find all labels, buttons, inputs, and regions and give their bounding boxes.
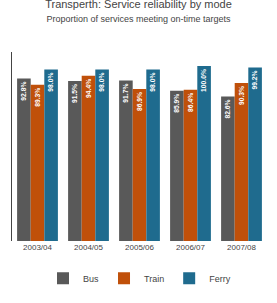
svg-text:Transperth: Service reliabilit: Transperth: Service reliability by modeP… xyxy=(45,0,232,24)
svg-text:Ferry: Ferry xyxy=(209,274,230,284)
svg-text:2007/08: 2007/08 xyxy=(227,243,256,252)
svg-text:Bus: Bus xyxy=(83,274,99,284)
svg-text:91.7%: 91.7% xyxy=(122,84,129,103)
svg-text:86.4%: 86.4% xyxy=(187,93,194,112)
svg-text:99.2%: 99.2% xyxy=(251,70,258,89)
svg-text:2004/05: 2004/05 xyxy=(74,243,103,252)
svg-text:2005/06: 2005/06 xyxy=(125,243,154,252)
svg-text:Train: Train xyxy=(144,274,164,284)
svg-text:98.0%: 98.0% xyxy=(47,73,54,92)
svg-text:92.8%: 92.8% xyxy=(20,82,27,101)
svg-text:98.0%: 98.0% xyxy=(98,73,105,92)
svg-text:91.5%: 91.5% xyxy=(71,84,78,103)
svg-text:85.9%: 85.9% xyxy=(173,94,180,113)
svg-text:98.0%: 98.0% xyxy=(149,73,156,92)
svg-text:100.0%: 100.0% xyxy=(200,69,207,92)
svg-text:90.3%: 90.3% xyxy=(238,86,245,105)
svg-text:2003/04: 2003/04 xyxy=(23,243,52,252)
svg-text:89.3%: 89.3% xyxy=(34,88,41,107)
svg-text:82.6%: 82.6% xyxy=(224,99,231,118)
svg-text:94.4%: 94.4% xyxy=(85,79,92,98)
svg-text:86.9%: 86.9% xyxy=(136,92,143,111)
svg-text:2006/07: 2006/07 xyxy=(176,243,205,252)
